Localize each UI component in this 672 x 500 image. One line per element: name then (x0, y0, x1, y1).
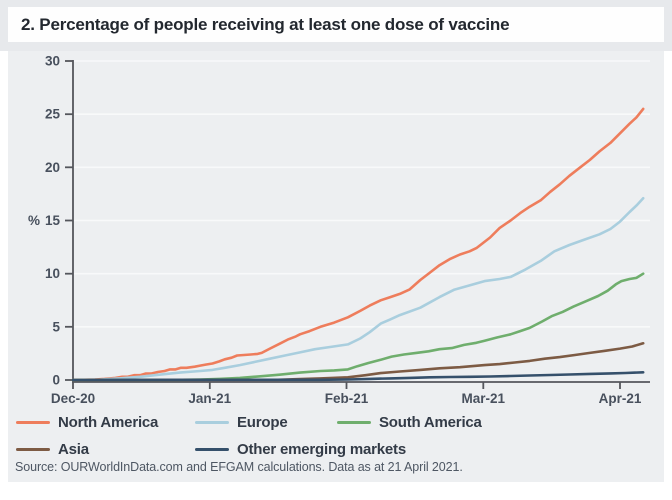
legend-item-north-america: North America (16, 410, 158, 434)
legend-swatch-other-emerging-markets (195, 447, 229, 451)
y-tick-label: 0 (52, 373, 60, 388)
y-tick-label: 10 (45, 266, 60, 281)
source-note: Source: OURWorldInData.com and EFGAM cal… (15, 460, 463, 474)
series-line-north-america (71, 107, 645, 382)
legend-item-europe: Europe (195, 410, 288, 434)
legend-item-other-emerging-markets: Other emerging markets (195, 437, 406, 461)
series-line-other-emerging-markets (71, 370, 645, 382)
y-axis-label: % (28, 213, 40, 228)
legend-swatch-north-america (16, 420, 50, 424)
legend-label: Europe (237, 413, 288, 431)
y-tick-label: 5 (52, 319, 60, 334)
chart-panel: 0 5 10 15 20 25 30% Dec-20 Jan-21 Feb-21 Mar-21 Apr… (8, 51, 664, 482)
legend-swatch-asia (16, 447, 50, 451)
legend-item-south-america: South America (337, 410, 482, 434)
legend-label: Other emerging markets (237, 440, 406, 458)
x-tick-label: Mar-21 (462, 391, 506, 406)
y-tick-label: 30 (45, 54, 60, 69)
x-tick-label: Apr-21 (599, 391, 642, 406)
series-line-south-america (71, 272, 645, 382)
x-tick-label: Jan-21 (188, 391, 231, 406)
legend-swatch-south-america (337, 420, 371, 424)
title-bar: 2. Percentage of people receiving at lea… (8, 7, 664, 42)
legend-row-2: Asia Other emerging markets (8, 437, 664, 461)
legend-row-1: North America Europe South America (8, 410, 664, 434)
chart-title: 2. Percentage of people receiving at lea… (21, 14, 510, 34)
legend-label: North America (58, 413, 159, 431)
legend-item-asia: Asia (16, 437, 89, 461)
legend-label: South America (379, 413, 482, 431)
series-line-asia (71, 341, 645, 382)
y-tick-label: 20 (45, 160, 60, 175)
series-line-europe (71, 196, 645, 382)
y-tick-label: 25 (45, 107, 61, 122)
y-tick-label: 15 (45, 213, 61, 228)
legend-label: Asia (58, 440, 89, 458)
x-tick-label: Feb-21 (325, 391, 369, 406)
line-chart: 0 5 10 15 20 25 30% Dec-20 Jan-21 Feb-21 Mar-21 Apr… (28, 54, 650, 406)
legend-swatch-europe (195, 420, 229, 424)
x-tick-label: Dec-20 (51, 391, 95, 406)
